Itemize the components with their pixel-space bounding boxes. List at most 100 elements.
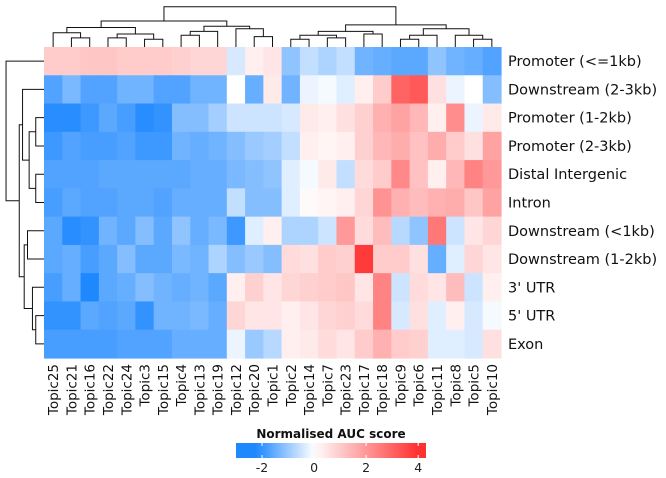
heatmap-cell xyxy=(446,188,466,218)
heatmap-cell xyxy=(245,75,264,105)
heatmap-cell xyxy=(44,216,63,246)
heatmap-cell xyxy=(245,188,264,218)
heatmap-cell xyxy=(482,216,502,246)
heatmap-cell xyxy=(391,131,411,161)
dendrogram-branch xyxy=(52,32,82,47)
heatmap-cell xyxy=(427,160,447,189)
heatmap-cell xyxy=(190,103,210,133)
heatmap-cell xyxy=(190,329,210,359)
heatmap-cell xyxy=(98,47,118,76)
heatmap-cell xyxy=(153,131,173,161)
heatmap-cell xyxy=(226,160,246,189)
column-label: Topic12 xyxy=(229,364,245,416)
column-label: Topic13 xyxy=(192,364,208,416)
row-label: 3' UTR xyxy=(508,280,555,296)
column-label: Topic15 xyxy=(156,364,172,416)
heatmap-cell xyxy=(464,131,484,161)
heatmap-cell xyxy=(245,273,264,303)
heatmap-cell xyxy=(208,244,228,274)
heatmap-cell xyxy=(373,160,392,189)
heatmap-cell xyxy=(226,329,246,359)
column-label: Topic18 xyxy=(375,364,391,416)
heatmap-cell xyxy=(373,329,392,359)
heatmap-cell xyxy=(482,273,502,303)
row-label: Intron xyxy=(508,195,551,211)
heatmap-cell xyxy=(62,103,82,133)
heatmap-cell xyxy=(245,47,264,76)
dendrogram-branch xyxy=(290,38,310,47)
heatmap-cell xyxy=(373,188,392,218)
row-label: 5' UTR xyxy=(508,309,555,325)
heatmap-cell xyxy=(409,216,429,246)
heatmap-cell xyxy=(98,160,118,189)
heatmap-cell xyxy=(446,273,466,303)
heatmap-cell xyxy=(226,103,246,133)
heatmap-cell xyxy=(153,188,173,218)
heatmap-cell xyxy=(153,47,173,76)
column-label: Topic2 xyxy=(284,364,300,408)
heatmap-cell xyxy=(263,329,283,359)
heatmap-cell xyxy=(190,273,210,303)
heatmap-cell xyxy=(44,301,63,331)
heatmap-cell xyxy=(153,75,173,105)
legend-tick-label: -2 xyxy=(256,460,268,475)
heatmap-cell xyxy=(482,188,502,218)
heatmap-cell xyxy=(354,301,374,331)
heatmap-cell xyxy=(245,160,264,189)
heatmap-cell xyxy=(373,244,392,274)
heatmap-cell xyxy=(117,47,136,76)
heatmap-cell xyxy=(226,75,246,105)
heatmap-cell xyxy=(336,301,356,331)
column-label: Topic20 xyxy=(247,364,263,416)
heatmap-cell xyxy=(336,188,356,218)
dendrogram-branch xyxy=(35,173,44,203)
heatmap-cell xyxy=(354,273,374,303)
column-label: Topic19 xyxy=(211,364,227,416)
column-label: Topic7 xyxy=(320,364,336,408)
heatmap-cell xyxy=(153,329,173,359)
heatmap-cell xyxy=(153,103,173,133)
dendrogram-branch xyxy=(345,24,447,32)
heatmap-cell xyxy=(299,216,319,246)
heatmap-cell xyxy=(318,188,338,218)
heatmap-cell xyxy=(391,301,411,331)
heatmap-cell xyxy=(281,273,301,303)
heatmap-cell xyxy=(62,216,82,246)
dendrogram-branch xyxy=(253,36,273,47)
dendrogram-branch xyxy=(422,28,470,36)
heatmap-cell xyxy=(263,301,283,331)
heatmap-cell xyxy=(318,103,338,133)
heatmap-cell xyxy=(226,131,246,161)
heatmap-cell xyxy=(245,103,264,133)
heatmap-cell xyxy=(464,75,484,105)
heatmap-cell xyxy=(464,188,484,218)
heatmap-cell xyxy=(190,131,210,161)
heatmap-cell xyxy=(409,273,429,303)
heatmap-cell xyxy=(171,188,191,218)
heatmap-cell xyxy=(409,103,429,133)
heatmap-cell xyxy=(171,301,191,331)
column-label: Topic16 xyxy=(83,364,99,416)
heatmap-cell xyxy=(446,103,466,133)
heatmap-cell xyxy=(245,244,264,274)
heatmap-cell xyxy=(171,75,191,105)
heatmap-cell xyxy=(80,188,100,218)
heatmap-cell xyxy=(427,131,447,161)
heatmap-cell xyxy=(62,329,82,359)
row-label: Exon xyxy=(508,337,543,353)
heatmap-cell xyxy=(318,301,338,331)
dendrogram-branch xyxy=(28,131,36,189)
heatmap-cell xyxy=(98,75,118,105)
heatmap-cell xyxy=(135,329,155,359)
heatmap-cell xyxy=(117,160,136,189)
heatmap-cell xyxy=(464,244,484,274)
heatmap-cell xyxy=(281,244,301,274)
dendrogram-branch xyxy=(163,6,397,25)
heatmap-cell xyxy=(226,47,246,76)
heatmap-cell xyxy=(98,131,118,161)
heatmap-cell xyxy=(281,188,301,218)
heatmap-cell xyxy=(190,75,210,105)
heatmap-cell xyxy=(281,103,301,133)
dendrogram-branch xyxy=(299,34,337,40)
heatmap-cell xyxy=(171,47,191,76)
